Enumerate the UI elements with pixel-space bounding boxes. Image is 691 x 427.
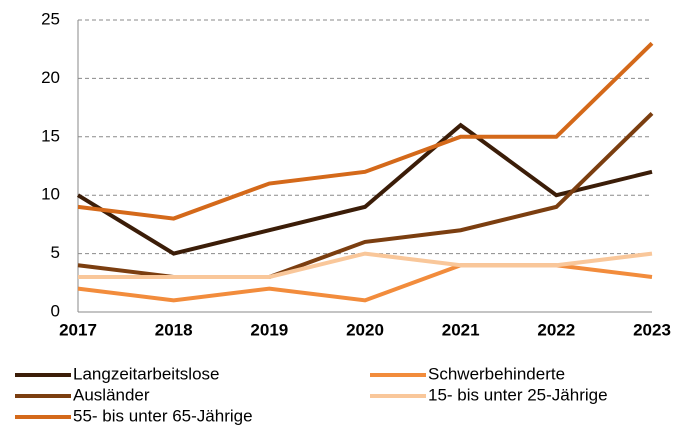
x-tick-label: 2021 [442, 320, 480, 339]
legend-label: Ausländer [73, 385, 150, 404]
series-line [76, 122, 653, 256]
x-tick-label: 2022 [537, 320, 575, 339]
series-line [78, 251, 653, 279]
x-tick-label: 2018 [155, 320, 193, 339]
y-tick-label: 5 [51, 243, 60, 262]
legend-label: Langzeitarbeitslose [73, 364, 219, 383]
y-tick-label: 10 [41, 185, 60, 204]
legend-label: 15- bis unter 25-Jährige [428, 385, 608, 404]
x-tick-label: 2020 [346, 320, 384, 339]
y-tick-label: 0 [51, 301, 60, 320]
x-tick-label: 2023 [633, 320, 671, 339]
y-tick-label: 15 [41, 126, 60, 145]
x-tick-label: 2019 [250, 320, 288, 339]
x-tick-label: 2017 [59, 320, 97, 339]
y-tick-label: 25 [41, 9, 60, 28]
legend-label: 55- bis unter 65-Jährige [73, 406, 253, 425]
y-tick-label: 20 [41, 68, 60, 87]
series-line [77, 263, 653, 303]
legend-label: Schwerbehinderte [428, 364, 565, 383]
series-line [77, 41, 654, 221]
